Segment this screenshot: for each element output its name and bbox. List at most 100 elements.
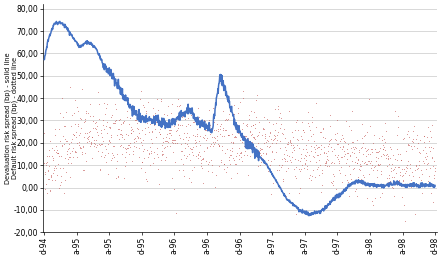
Point (157, 132, 164, 136)
Point (337, 171, 344, 175)
Point (118, 132, 125, 136)
Point (50, 158, 57, 162)
Point (398, 167, 405, 171)
Point (396, 165, 403, 169)
Point (407, 166, 414, 170)
Point (178, 157, 185, 161)
Point (67, 85, 74, 89)
Point (283, 153, 290, 157)
Point (96, 143, 103, 147)
Point (325, 158, 332, 162)
Point (308, 115, 315, 119)
Point (366, 160, 373, 165)
Point (394, 152, 401, 156)
Point (99, 142, 106, 146)
Point (226, 152, 234, 157)
Point (198, 158, 205, 162)
Point (198, 123, 205, 127)
Point (58, 180, 65, 184)
Point (278, 122, 285, 126)
Point (228, 153, 235, 157)
Point (353, 146, 360, 150)
Point (391, 157, 398, 161)
Point (415, 159, 422, 163)
Point (70, 111, 77, 115)
Point (210, 140, 217, 144)
Point (343, 157, 350, 162)
Point (270, 181, 277, 185)
Point (311, 175, 318, 179)
Point (296, 169, 303, 173)
Point (229, 149, 236, 153)
Point (214, 129, 222, 133)
Point (102, 159, 109, 164)
Point (156, 132, 163, 136)
Point (365, 159, 372, 163)
Point (101, 153, 108, 157)
Point (230, 102, 238, 107)
Point (344, 151, 351, 155)
Point (420, 134, 428, 138)
Point (347, 146, 354, 150)
Point (147, 144, 154, 149)
Point (71, 122, 79, 126)
Point (330, 182, 337, 187)
Point (344, 147, 351, 151)
Point (163, 135, 170, 139)
Point (405, 134, 412, 139)
Point (385, 173, 392, 177)
Point (399, 179, 406, 183)
Point (122, 149, 129, 154)
Point (189, 147, 196, 151)
Point (86, 114, 93, 118)
Point (428, 156, 436, 160)
Point (139, 127, 146, 132)
Point (274, 133, 281, 137)
Point (345, 150, 352, 155)
Point (262, 152, 270, 156)
Point (357, 146, 364, 150)
Point (368, 149, 375, 154)
Point (251, 126, 258, 130)
Point (243, 153, 250, 157)
Point (221, 162, 228, 166)
Point (105, 139, 112, 143)
Point (195, 139, 202, 143)
Point (210, 142, 218, 146)
Point (424, 154, 431, 158)
Point (407, 162, 414, 166)
Point (250, 135, 258, 139)
Point (330, 161, 337, 165)
Point (355, 157, 362, 162)
Point (430, 200, 437, 204)
Point (168, 140, 175, 144)
Point (326, 164, 333, 168)
Point (234, 128, 241, 132)
Point (96, 142, 103, 147)
Point (302, 158, 309, 162)
Point (68, 148, 75, 152)
Point (50, 166, 57, 171)
Point (205, 126, 212, 131)
Point (238, 158, 245, 163)
Point (417, 168, 424, 172)
Point (284, 140, 291, 144)
Point (402, 168, 409, 173)
Point (210, 120, 217, 124)
Point (71, 133, 78, 137)
Point (431, 159, 438, 163)
Point (252, 122, 259, 126)
Point (389, 186, 396, 190)
Point (244, 141, 251, 145)
Point (82, 151, 89, 155)
Point (408, 139, 416, 143)
Point (238, 150, 245, 155)
Point (62, 124, 69, 128)
Point (105, 125, 112, 129)
Point (174, 126, 181, 130)
Point (92, 127, 99, 131)
Point (249, 135, 256, 139)
Point (93, 124, 100, 128)
Point (198, 161, 205, 165)
Point (130, 149, 137, 153)
